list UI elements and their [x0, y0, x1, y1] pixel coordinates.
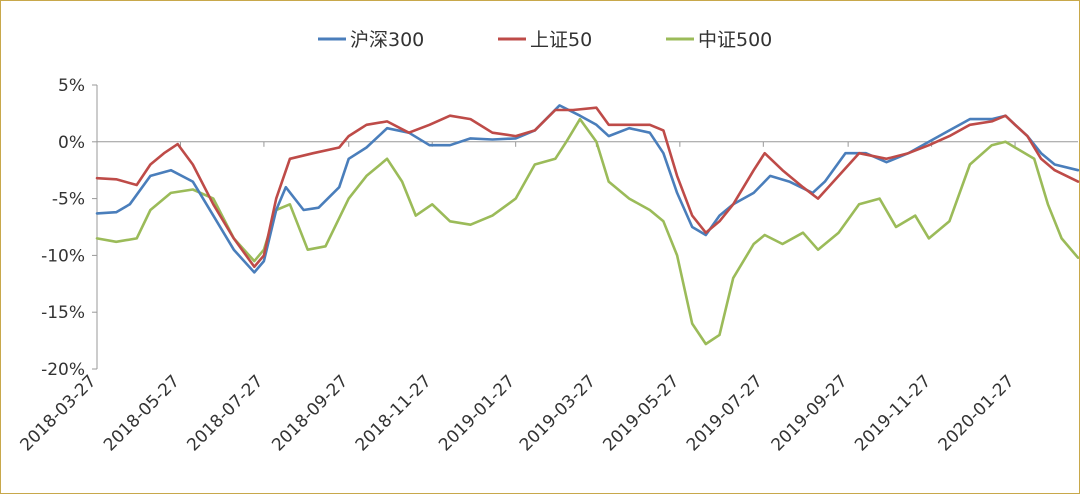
x-axis: 2018-03-27 2018-05-27 2018-07-27 2018-09-27…	[17, 141, 1078, 455]
x-tick-label: 2020-01-27	[935, 371, 1019, 455]
series-line-0	[95, 104, 1080, 274]
series-line-1	[95, 106, 1080, 269]
legend-label: 中证500	[698, 29, 772, 51]
x-tick-label: 2019-09-27	[768, 371, 852, 455]
legend-label: 沪深300	[350, 29, 424, 51]
legend-item: 上证50	[498, 29, 592, 51]
x-tick-label: 2019-07-27	[683, 371, 767, 455]
y-axis: 5% 0% -5% -10% -15% -20%	[41, 76, 98, 380]
x-tick-label: 2018-09-27	[268, 371, 352, 455]
x-tick-label: 2018-05-27	[100, 371, 184, 455]
x-tick-label: 2019-11-27	[851, 371, 935, 455]
y-tick-label: -5%	[52, 190, 85, 210]
legend-item: 沪深300	[318, 29, 424, 51]
legend: 沪深300 上证50 中证500	[318, 29, 772, 51]
x-tick-label: 2019-01-27	[435, 371, 519, 455]
x-tick-label: 2019-03-27	[516, 371, 600, 455]
series-line-2	[95, 117, 1080, 346]
legend-label: 上证50	[530, 29, 592, 51]
y-tick-label: 5%	[58, 76, 85, 96]
y-tick-label: -20%	[41, 360, 85, 380]
x-tick-label: 2019-05-27	[599, 371, 683, 455]
y-tick-label: -15%	[41, 303, 85, 323]
x-tick-label: 2018-03-27	[17, 371, 101, 455]
legend-item: 中证500	[666, 29, 772, 51]
x-tick-label: 2018-11-27	[352, 371, 436, 455]
y-tick-label: 0%	[58, 133, 85, 153]
y-tick-label: -10%	[41, 246, 85, 266]
series-group	[95, 104, 1080, 346]
x-tick-label: 2018-07-27	[183, 371, 267, 455]
